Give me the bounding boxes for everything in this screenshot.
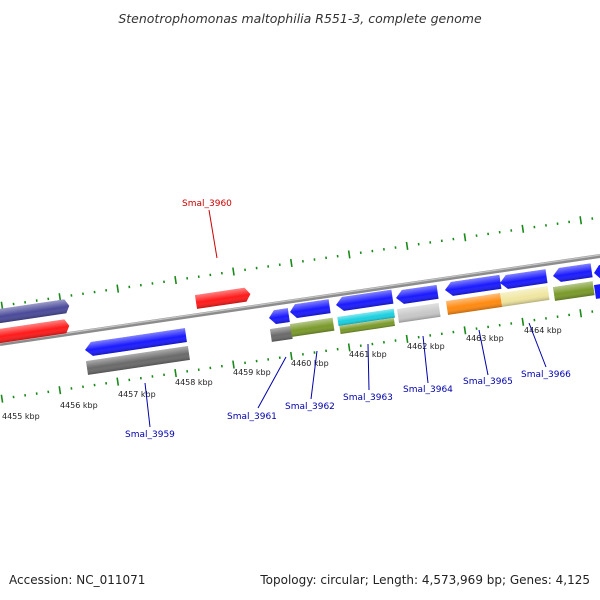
major-tick (521, 224, 525, 233)
gene-block-blue-right (593, 282, 600, 299)
leader-line-smal-3964 (422, 335, 429, 384)
major-tick (463, 233, 467, 242)
gene-label-smal-3962[interactable]: Smal_3962 (285, 402, 335, 412)
gene-block-olive-3963 (339, 318, 395, 334)
genome-backbone (0, 254, 600, 346)
gene-block-olive-right (552, 281, 595, 301)
major-tick (289, 351, 293, 361)
gene-arrow-blue-3965 (445, 274, 502, 296)
scale-label: 4464 kbp (524, 326, 562, 335)
scale-label: 4456 kbp (60, 401, 98, 410)
gene-block-khaki-3966 (499, 286, 550, 307)
major-tick (347, 250, 351, 259)
gene-arrow-blue-3959 (85, 328, 187, 356)
major-tick (579, 216, 583, 225)
major-tick (58, 386, 62, 395)
genome-title: Stenotrophomonas maltophilia R551-3, com… (118, 11, 482, 26)
scale-label: 4460 kbp (291, 359, 329, 368)
scale-label: 4458 kbp (175, 378, 213, 387)
gene-label-smal-3964[interactable]: Smal_3964 (403, 385, 453, 395)
scale-label: 4457 kbp (118, 390, 156, 399)
gene-label-smal-3961[interactable]: Smal_3961 (227, 412, 277, 422)
major-tick (174, 275, 177, 285)
gene-block-olive-3962 (289, 317, 335, 337)
gene-arrow-blue-3961 (290, 299, 331, 319)
major-tick (232, 360, 235, 369)
gene-label-smal-3965[interactable]: Smal_3965 (463, 377, 513, 387)
genome-backbone-highlight (0, 254, 600, 344)
major-tick (405, 241, 409, 250)
major-tick (405, 334, 409, 343)
leader-line-smal-3961 (257, 356, 287, 409)
leader-line-smal-3959 (144, 382, 151, 428)
accession-text: Accession: NC_011071 (9, 573, 146, 587)
major-tick (579, 309, 583, 318)
gene-arrow-blue-small (269, 308, 290, 325)
reverse-genes (0, 263, 600, 375)
major-tick (58, 293, 62, 302)
forward-tick-track (0, 216, 594, 310)
gene-labels: Smal_3960 Smal_3959 Smal_3961 Smal_3962 … (125, 199, 571, 440)
leader-line-smal-3962 (310, 350, 318, 400)
major-tick (289, 258, 293, 268)
gene-block-orange-3965 (445, 293, 503, 315)
scale-label: 4462 kbp (407, 342, 445, 351)
gene-block-light-gray-3964 (396, 302, 441, 323)
gene-label-smal-3963[interactable]: Smal_3963 (343, 393, 393, 403)
leader-line-smal-3960 (208, 209, 218, 259)
scale-tick-track (0, 309, 594, 403)
leader-line-smal-3963 (367, 343, 370, 391)
major-tick (463, 326, 467, 335)
major-tick (174, 368, 177, 378)
gene-label-smal-3966[interactable]: Smal_3966 (521, 370, 571, 380)
major-tick (347, 343, 351, 352)
leader-line-smal-3965 (478, 329, 489, 376)
major-tick (521, 317, 525, 326)
gene-label-smal-3959[interactable]: Smal_3959 (125, 430, 175, 440)
gene-arrow-blue-3966 (500, 269, 548, 289)
forward-genes (0, 287, 251, 325)
scale-label: 4455 kbp (2, 412, 40, 421)
major-tick (116, 284, 120, 293)
gene-arrow-blue-right-1 (553, 263, 593, 282)
leader-line-smal-3966 (528, 322, 547, 368)
gene-label-smal-3960[interactable]: Smal_3960 (182, 199, 232, 209)
scale-label: 4459 kbp (233, 368, 271, 377)
gene-block-cyan-3963 (337, 308, 395, 326)
major-tick (116, 377, 120, 386)
scale-label: 4463 kbp (466, 334, 504, 343)
gene-arrow-red-left (0, 319, 70, 345)
gene-block-dark-gray-3959 (85, 346, 190, 375)
gene-block-gray-3961 (269, 326, 293, 342)
gene-arrow-blue-3964 (396, 284, 439, 304)
major-tick (232, 267, 235, 276)
major-tick (0, 394, 4, 403)
gene-arrow-navy-left (0, 299, 70, 325)
gene-label-leaders (144, 209, 547, 428)
gene-arrow-blue-right-2 (594, 263, 600, 280)
gene-arrow-blue-3963 (336, 289, 394, 311)
major-tick (0, 301, 4, 310)
genome-summary-text: Topology: circular; Length: 4,573,969 bp… (260, 573, 590, 587)
gene-arrow-red-smal3960 (194, 287, 251, 309)
